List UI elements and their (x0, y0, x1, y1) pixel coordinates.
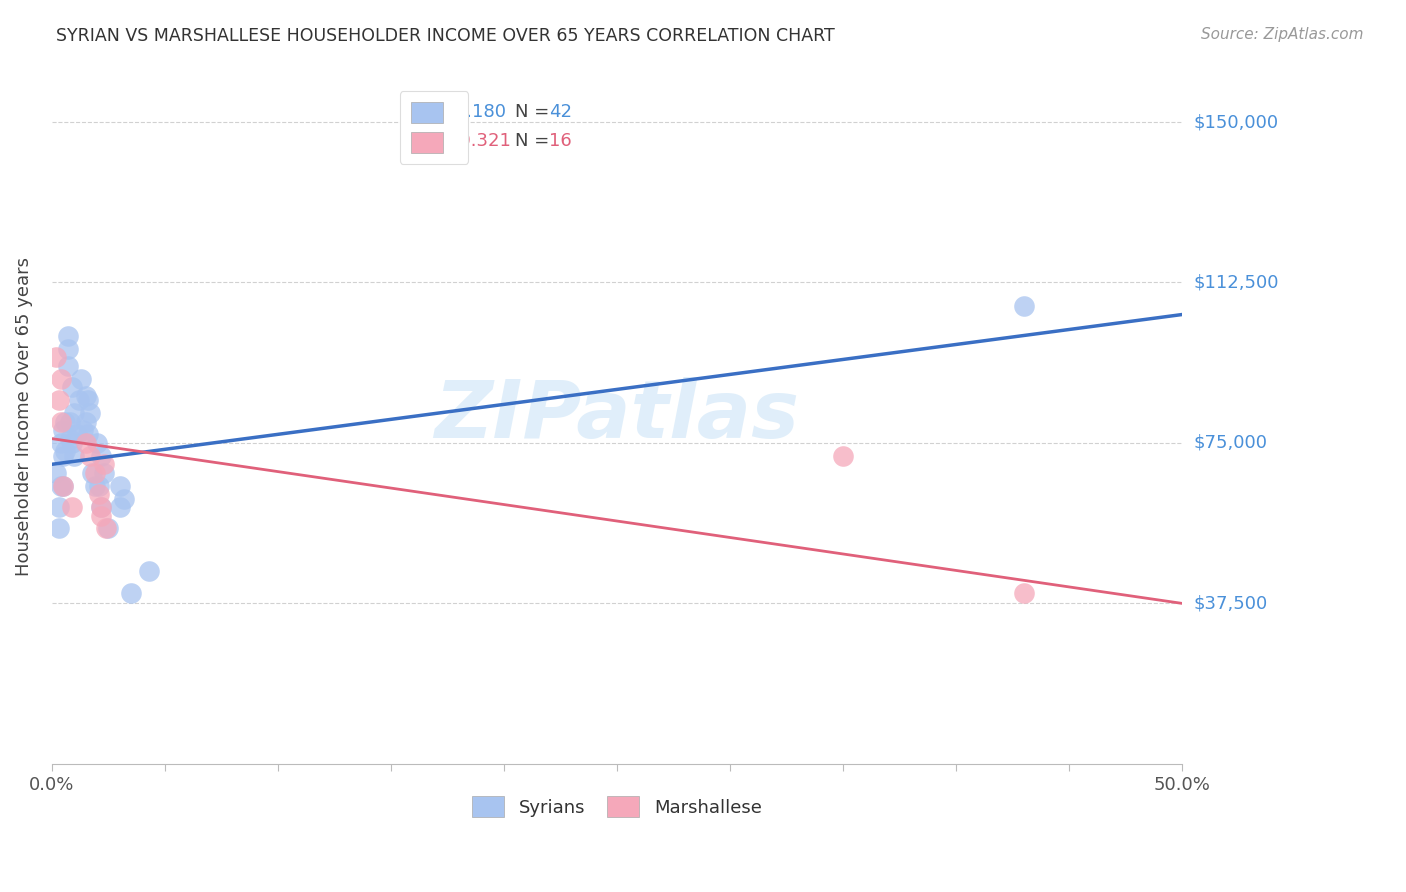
Point (53, 444, 76, 458)
Point (138, 564, 160, 578)
Point (49, 479, 72, 493)
Point (59, 432, 82, 446)
Point (89, 487, 111, 501)
Point (60, 436, 83, 450)
Point (75, 389, 97, 403)
Point (70, 372, 93, 386)
Point (82, 466, 104, 480)
Point (45, 466, 67, 480)
Text: R =: R = (411, 103, 450, 120)
Point (52, 479, 75, 493)
Text: SYRIAN VS MARSHALLESE HOUSEHOLDER INCOME OVER 65 YEARS CORRELATION CHART: SYRIAN VS MARSHALLESE HOUSEHOLDER INCOME… (56, 27, 835, 45)
Point (45, 351, 67, 365)
Point (63, 449, 86, 463)
Point (49, 415, 72, 429)
Point (79, 449, 101, 463)
Point (75, 436, 97, 450)
Point (49, 372, 72, 386)
Point (72, 423, 94, 437)
Point (56, 342, 79, 356)
Text: $75,000: $75,000 (1194, 434, 1267, 452)
Text: 16: 16 (548, 132, 572, 150)
Point (90, 500, 112, 514)
Point (90, 449, 112, 463)
Text: $112,500: $112,500 (1194, 274, 1278, 292)
Text: N =: N = (515, 132, 555, 150)
Point (120, 585, 142, 599)
Text: ZIPatlas: ZIPatlas (434, 377, 800, 455)
Point (97, 521, 120, 535)
Point (90, 500, 112, 514)
Point (53, 415, 76, 429)
Point (86, 436, 108, 450)
Point (108, 500, 131, 514)
Point (52, 449, 75, 463)
Point (52, 423, 75, 437)
Point (63, 406, 86, 420)
Point (83, 466, 105, 480)
Text: 42: 42 (548, 103, 572, 120)
Point (60, 500, 83, 514)
Point (108, 479, 131, 493)
Point (49, 436, 72, 450)
Point (1012, 585, 1035, 599)
Text: R =: R = (411, 132, 450, 150)
Point (77, 427, 100, 442)
Point (112, 491, 135, 506)
Point (90, 508, 112, 523)
Point (79, 406, 101, 420)
Legend: Syrians, Marshallese: Syrians, Marshallese (464, 789, 769, 824)
Point (1012, 299, 1035, 313)
Point (94, 521, 117, 535)
Point (60, 380, 83, 394)
Point (93, 458, 115, 472)
Text: $37,500: $37,500 (1194, 594, 1267, 613)
Text: -0.321: -0.321 (453, 132, 510, 150)
Point (56, 329, 79, 343)
Point (83, 479, 105, 493)
Point (48, 521, 70, 535)
Text: $150,000: $150,000 (1194, 113, 1278, 131)
Y-axis label: Householder Income Over 65 years: Householder Income Over 65 years (15, 257, 32, 575)
Point (89, 479, 111, 493)
Point (48, 500, 70, 514)
Point (56, 359, 79, 373)
Point (77, 393, 100, 408)
Text: N =: N = (515, 103, 555, 120)
Point (48, 393, 70, 408)
Text: 0.180: 0.180 (457, 103, 508, 120)
Text: Source: ZipAtlas.com: Source: ZipAtlas.com (1201, 27, 1364, 42)
Point (52, 479, 75, 493)
Point (831, 449, 853, 463)
Point (65, 427, 87, 442)
Point (93, 466, 115, 480)
Point (75, 415, 97, 429)
Point (67, 393, 90, 408)
Point (59, 415, 82, 429)
